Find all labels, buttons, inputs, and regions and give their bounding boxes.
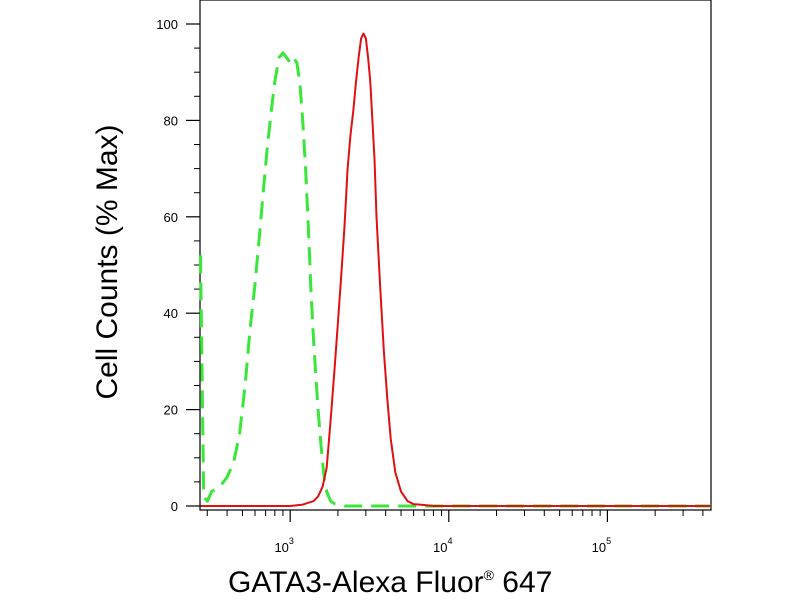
- x-axis-title: GATA3-Alexa Fluor® 647: [228, 566, 552, 599]
- series-lines: [199, 32, 711, 508]
- y-axis-ticks: 0 20 40 60 80 100: [156, 17, 200, 514]
- x-tick-base: 10: [433, 540, 447, 555]
- y-axis-title: Cell Counts (% Max): [91, 124, 124, 399]
- x-axis-title-suffix: 647: [494, 566, 552, 599]
- y-tick-label: 80: [164, 113, 178, 128]
- x-tick-label: 103: [274, 536, 293, 555]
- x-tick-label: 105: [592, 536, 611, 555]
- y-tick-label: 0: [171, 499, 178, 514]
- y-tick-label: 20: [164, 403, 178, 418]
- x-tick-exponent: 4: [448, 536, 453, 546]
- x-axis-title-main: GATA3-Alexa Fluor: [228, 566, 484, 599]
- x-tick-base: 10: [592, 540, 606, 555]
- series-line-solid: [200, 32, 711, 507]
- plot-frame: [199, 0, 712, 511]
- x-tick-label: 104: [433, 536, 452, 555]
- y-tick-label: 40: [164, 306, 178, 321]
- y-tick-label: 60: [164, 210, 178, 225]
- y-tick-label: 100: [156, 17, 178, 32]
- x-axis-title-registered: ®: [484, 567, 495, 583]
- x-tick-base: 10: [274, 540, 288, 555]
- x-tick-exponent: 3: [289, 536, 294, 546]
- series-line-dashed: [199, 51, 711, 508]
- x-axis-ticks: 103 104 105: [206, 510, 704, 555]
- x-tick-exponent: 5: [606, 536, 611, 546]
